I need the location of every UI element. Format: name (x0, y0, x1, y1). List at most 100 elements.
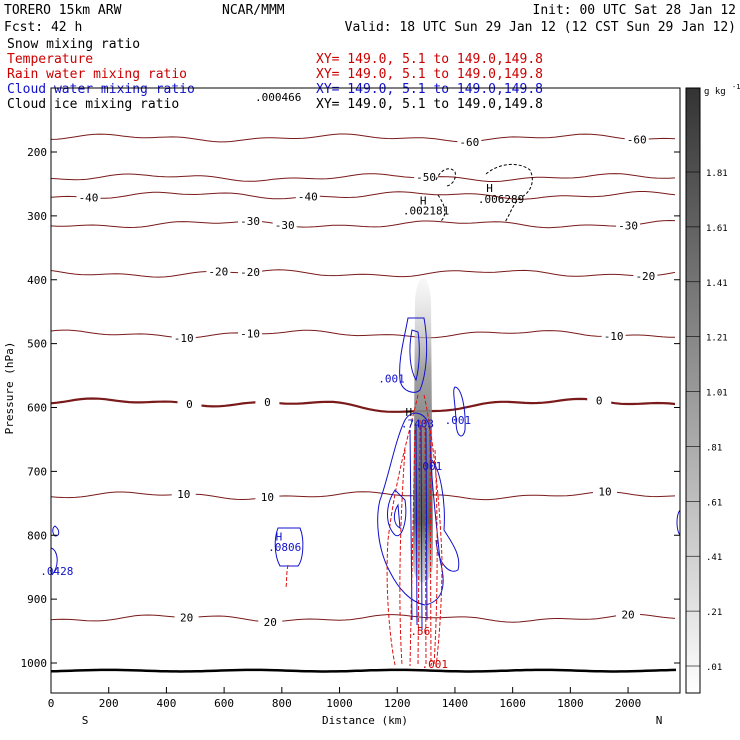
cloud-water-contour (52, 525, 60, 537)
isotherm-label-bg (258, 615, 283, 627)
isotherm-label: -30 (275, 219, 295, 232)
cloud-water-contour (453, 386, 466, 437)
isotherm-label: 0 (264, 396, 271, 409)
isotherm-label: -30 (618, 220, 638, 233)
x-tick-label: 1600 (499, 697, 526, 710)
cloud-water-contour (409, 424, 428, 631)
isotherm-label: 20 (180, 611, 193, 624)
cloud-water-contour (51, 547, 58, 576)
center-title: NCAR/MMM (222, 3, 285, 18)
isotherm-label: -10 (604, 330, 624, 343)
contour-annotation: .0428 (40, 565, 73, 578)
cloud-ice-contour (435, 168, 456, 223)
plot-area: 20 20 20 10 10 10 0 0 0 -10 -10 -10 -20 -20 -20 -30 -30 -… (51, 133, 680, 673)
model-title: TORERO 15km ARW (4, 3, 122, 18)
contour-annotation: .001 (445, 414, 472, 427)
y-tick-label: 900 (27, 593, 47, 606)
isotherm-label-bg (587, 394, 612, 406)
isotherm-label-bg (414, 171, 439, 183)
legend-field-name: Snow mixing ratio (7, 37, 140, 52)
cloud-ice-contours (435, 164, 533, 223)
isotherm-label-bg (457, 135, 482, 147)
isotherm-label-bg (633, 269, 658, 281)
isotherm-label-bg (601, 330, 626, 342)
colorbar-tick-label: .01 (706, 663, 722, 673)
x-tick-label: 400 (156, 697, 176, 710)
isotherm-label-bg (624, 133, 649, 145)
isotherm-label: -20 (635, 270, 655, 283)
legend-field-xy: XY= 149.0, 5.1 to 149.0,149.8 (316, 67, 543, 82)
isotherm-label: 10 (598, 486, 611, 499)
cloud-water-contour (274, 527, 304, 567)
contour-annotation: H (405, 406, 412, 419)
isotherm-label-bg (238, 215, 263, 227)
contour-annotation: H (486, 182, 493, 195)
isotherm-line (51, 219, 676, 229)
colorbar-tick-label: 1.81 (706, 169, 728, 179)
isotherm-label-bg (206, 265, 231, 277)
y-tick-label: 1000 (21, 657, 48, 670)
forecast-hour: Fcst: 42 h (4, 20, 82, 35)
x-tick-label: 1400 (442, 697, 469, 710)
legend-field-xy: XY= 149.0, 5.1 to 149.0,149.8 (316, 82, 543, 97)
rain-water-contour (386, 394, 419, 666)
isotherm-label-bg (171, 488, 196, 500)
endpoint-right: N (656, 714, 663, 727)
y-tick-label: 400 (27, 274, 47, 287)
legend-field-xy: XY= 149.0, 5.1 to 149.0,149.8 (316, 97, 543, 112)
colorbar-tick-label: .61 (706, 498, 722, 508)
colorbar: .01 .21 .41 .61 .81 1.01 1.21 1.41 1.61 1.81 g kg… (685, 83, 740, 694)
x-tick-label: 1800 (557, 697, 584, 710)
rain-water-contour (433, 449, 438, 666)
colorbar-ramp (685, 87, 701, 694)
y-tick-label: 700 (27, 465, 47, 478)
contour-annotations: H.002181H.006289.001.001.001H.7403H.0806… (40, 182, 524, 671)
y-tick-label: 800 (27, 529, 47, 542)
isotherm-line (51, 613, 676, 623)
isotherm-label: 10 (177, 488, 190, 501)
contour-annotation: H (276, 530, 283, 543)
isotherm-label: 20 (264, 616, 277, 629)
x-tick-label: 2000 (615, 697, 642, 710)
contour-annotation: .001 (416, 460, 443, 473)
field-legend: Snow mixing ratio Temperature XY= 149.0,… (7, 37, 543, 112)
rain-water-contour (399, 449, 406, 666)
isotherm-line (51, 329, 675, 339)
colorbar-tick-label: 1.41 (706, 279, 728, 289)
isotherm-label-bg (255, 491, 280, 503)
colorbar-tick-label: 1.61 (706, 224, 728, 234)
isotherm-label: 10 (261, 491, 274, 504)
isotherm-label-bg (616, 219, 641, 231)
isotherm-label-bg (592, 485, 617, 497)
colorbar-tick-label: .81 (706, 443, 722, 453)
temperature-isotherms: 20 20 20 10 10 10 0 0 0 -10 -10 -10 -20 -20 -20 -30 -30 -… (51, 133, 676, 629)
isotherm-label-bg (616, 608, 641, 620)
isotherm-label-bg (238, 266, 263, 278)
isotherm-label-bg (295, 190, 320, 202)
isotherm-label: -20 (208, 266, 228, 279)
plot-frame (50, 87, 681, 694)
snow-shading (412, 277, 433, 583)
contour-annotation: .002181 (403, 205, 449, 218)
isotherm-label-bg (76, 191, 101, 203)
isotherm-label: 20 (621, 609, 634, 622)
contour-annotation: .001 (378, 373, 405, 386)
x-tick-label: 0 (48, 697, 55, 710)
rain-water-contour (409, 419, 432, 667)
isotherm-label: -10 (174, 332, 194, 345)
isotherm-label: -20 (240, 266, 260, 279)
cloud-water-contours (51, 317, 680, 631)
isotherm-label: -40 (79, 192, 99, 205)
isotherm-label: -10 (240, 327, 260, 340)
isotherm-label: 0 (596, 395, 603, 408)
cloud-ice-max-label: .000466 (255, 91, 301, 104)
isotherm-line (51, 191, 676, 200)
cloud-water-contour (399, 317, 428, 393)
isotherm-label-bg (238, 327, 263, 339)
cloud-ice-contour (485, 164, 533, 223)
contour-annotation: .56 (410, 625, 430, 638)
rain-water-contour (285, 564, 289, 588)
x-tick-label: 800 (272, 697, 292, 710)
